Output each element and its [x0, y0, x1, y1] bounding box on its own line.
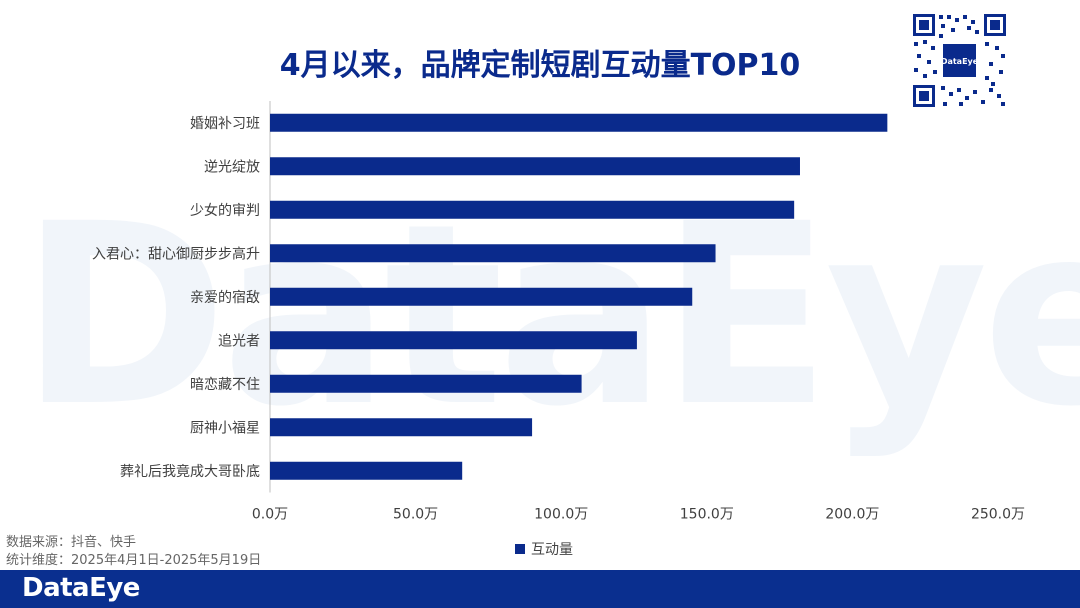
x-tick-label-1: 0.0万	[252, 507, 288, 523]
x-tick-label-4: 150.0万	[680, 507, 734, 523]
bar-8	[270, 418, 533, 437]
x-tick-label-5: 200.0万	[825, 507, 879, 523]
category-label-4: 入君心：甜心御厨步步高升	[92, 245, 260, 262]
qr-logo-text: DataEye	[941, 57, 979, 66]
legend: 互动量	[515, 539, 573, 559]
source-note: 数据来源：抖音、快手 统计维度：2025年4月1日-2025年5月19日	[6, 534, 261, 570]
source-line-data-source: 数据来源：抖音、快手	[6, 535, 137, 550]
chart-title: 4月以来，品牌定制短剧互动量TOP10	[279, 48, 801, 83]
category-label-3: 少女的审判	[190, 202, 260, 219]
legend-label: 互动量	[531, 542, 573, 558]
bar-4	[270, 244, 716, 263]
footer-brand-logo: DataEye	[22, 573, 140, 603]
bar-9	[270, 461, 463, 480]
legend-swatch	[515, 544, 525, 554]
footer-bar: DataEye	[0, 570, 1080, 608]
category-label-7: 暗恋藏不住	[190, 376, 260, 393]
category-label-8: 厨神小福星	[190, 420, 260, 436]
x-tick-label-6: 250.0万	[971, 507, 1025, 523]
bar-2	[270, 157, 800, 176]
bar-6	[270, 331, 637, 350]
bar-1	[270, 113, 888, 132]
x-tick-label-3: 100.0万	[534, 507, 588, 523]
source-line-period: 统计维度：2025年4月1日-2025年5月19日	[6, 553, 262, 568]
x-tick-label-2: 50.0万	[393, 507, 438, 523]
category-label-1: 婚姻补习班	[190, 116, 260, 132]
bar-5	[270, 287, 693, 306]
bar-7	[270, 374, 582, 393]
bar-3	[270, 200, 795, 219]
qr-pattern	[913, 14, 1006, 107]
category-label-6: 追光者	[218, 333, 260, 349]
category-label-5: 亲爱的宿敌	[190, 289, 260, 306]
category-label-2: 逆光绽放	[204, 159, 260, 175]
qr-code: DataEye	[911, 12, 1008, 109]
category-label-9: 葬礼后我竟成大哥卧底	[120, 464, 260, 480]
